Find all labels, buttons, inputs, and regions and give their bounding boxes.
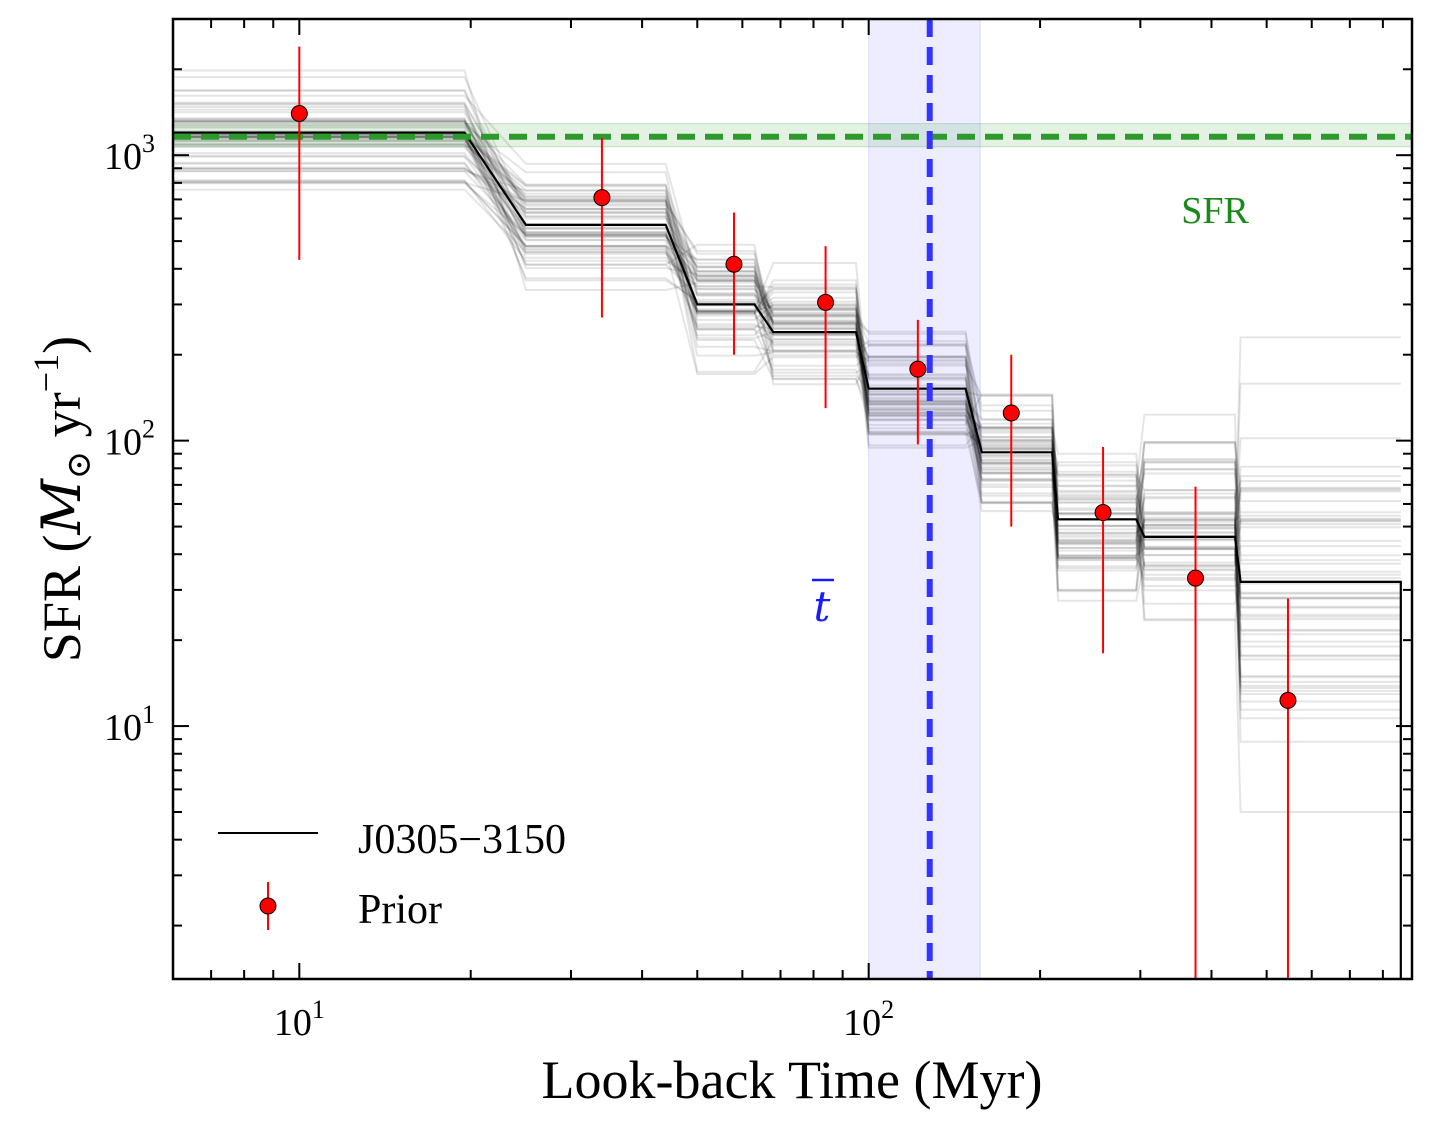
- posterior-draw-line: [173, 120, 1401, 643]
- prior-point: [593, 189, 611, 207]
- prior-point: [1002, 404, 1020, 422]
- y-tick-label-exp: 2: [142, 415, 155, 444]
- prior-point: [725, 255, 743, 273]
- median-sfh: [173, 131, 1402, 979]
- posterior-draws: [173, 69, 1401, 813]
- prior-point: [909, 360, 927, 378]
- y-tick-label: 102: [104, 415, 155, 464]
- t-bar-band: [868, 19, 981, 979]
- legend-marker-swatch: [259, 897, 277, 915]
- y-tick-label-base: 10: [104, 707, 142, 749]
- prior-point: [1279, 691, 1297, 709]
- posterior-draw-line: [173, 161, 1401, 687]
- plot-frame: [171, 17, 1414, 981]
- x-tick-label-exp: 2: [881, 995, 894, 1024]
- legend-label-median: J0305−3150: [358, 817, 566, 863]
- prior-point: [290, 104, 308, 122]
- y-tick-label: 103: [104, 129, 155, 178]
- y-tick-label-base: 10: [104, 422, 142, 464]
- x-tick-label-exp: 1: [312, 995, 325, 1024]
- posterior-draw-line: [173, 94, 1401, 636]
- reference-lines: [173, 19, 1412, 979]
- prior-points: [290, 46, 1297, 979]
- x-tick-label: 101: [274, 995, 325, 1044]
- posterior-draw-line: [173, 169, 1401, 595]
- legend: J0305−3150 Prior: [218, 817, 566, 933]
- y-tick-label-exp: 3: [142, 129, 155, 158]
- posterior-draw-line: [173, 180, 1401, 661]
- prior-point: [1187, 569, 1205, 587]
- y-axis-label-sun: ⊙: [61, 451, 98, 480]
- posterior-draw-line: [173, 135, 1401, 542]
- sfr-annotation: SFR: [1181, 190, 1249, 232]
- y-axis-label-suffix: ): [32, 336, 92, 354]
- y-axis-label-yr: yr: [32, 392, 92, 451]
- x-tick-label: 102: [843, 995, 894, 1044]
- svg-text:SFR (M⊙ yr−1): SFR (M⊙ yr−1): [26, 336, 98, 662]
- tick-marks: [172, 18, 1413, 979]
- y-axis-label-exp: −1: [26, 354, 66, 392]
- y-tick-label: 101: [104, 700, 155, 749]
- legend-label-prior: Prior: [358, 887, 442, 933]
- y-axis-label-m: M: [30, 478, 93, 536]
- t-bar-label: t: [814, 582, 831, 631]
- prior-point: [817, 293, 835, 311]
- t-bar-annotation: t: [812, 578, 834, 631]
- y-tick-label-base: 10: [104, 136, 142, 178]
- x-tick-label-base: 10: [843, 1002, 881, 1044]
- x-tick-label-base: 10: [274, 1002, 312, 1044]
- x-axis-label: Look-back Time (Myr): [542, 1050, 1043, 1110]
- x-tick-labels: 101 102: [274, 995, 894, 1044]
- y-tick-label-exp: 1: [142, 700, 155, 729]
- shaded-bands: [173, 19, 1412, 979]
- y-axis-label: SFR (M⊙ yr−1): [26, 336, 98, 662]
- prior-point: [1094, 504, 1112, 522]
- median-sfh-line: [173, 131, 1402, 979]
- y-axis-label-prefix: SFR (: [32, 535, 92, 663]
